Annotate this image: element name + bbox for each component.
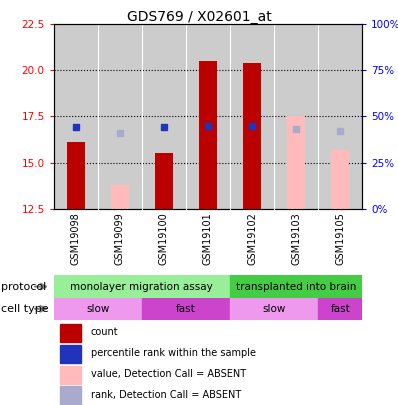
Bar bbox=[230, 275, 362, 298]
Bar bbox=[243, 63, 261, 209]
Text: slow: slow bbox=[262, 304, 286, 314]
Text: GSM19098: GSM19098 bbox=[71, 212, 81, 264]
Text: cell type: cell type bbox=[1, 304, 49, 314]
Bar bbox=[230, 298, 318, 320]
Text: fast: fast bbox=[176, 304, 196, 314]
Bar bbox=[60, 366, 82, 384]
Text: GSM19105: GSM19105 bbox=[335, 212, 345, 265]
Text: GDS769 / X02601_at: GDS769 / X02601_at bbox=[127, 10, 271, 24]
Text: count: count bbox=[91, 327, 118, 337]
Text: GSM19099: GSM19099 bbox=[115, 212, 125, 264]
Text: GSM19102: GSM19102 bbox=[247, 212, 257, 265]
Text: transplanted into brain: transplanted into brain bbox=[236, 281, 356, 292]
Bar bbox=[60, 324, 82, 342]
Text: GSM19103: GSM19103 bbox=[291, 212, 301, 264]
Bar bbox=[199, 61, 217, 209]
Text: value, Detection Call = ABSENT: value, Detection Call = ABSENT bbox=[91, 369, 246, 379]
Text: rank, Detection Call = ABSENT: rank, Detection Call = ABSENT bbox=[91, 390, 241, 400]
Bar bbox=[67, 142, 85, 209]
Bar bbox=[287, 117, 305, 209]
Bar bbox=[331, 149, 349, 209]
Bar bbox=[111, 185, 129, 209]
Text: protocol: protocol bbox=[1, 281, 46, 292]
Text: monolayer migration assay: monolayer migration assay bbox=[70, 281, 213, 292]
Bar bbox=[60, 345, 82, 363]
Text: slow: slow bbox=[86, 304, 109, 314]
Text: GSM19100: GSM19100 bbox=[159, 212, 169, 264]
Text: percentile rank within the sample: percentile rank within the sample bbox=[91, 348, 256, 358]
Bar bbox=[155, 153, 173, 209]
Bar bbox=[142, 298, 230, 320]
Bar bbox=[60, 386, 82, 405]
Text: fast: fast bbox=[330, 304, 350, 314]
Text: GSM19101: GSM19101 bbox=[203, 212, 213, 264]
Bar bbox=[54, 275, 230, 298]
Bar bbox=[54, 298, 142, 320]
Bar bbox=[318, 298, 362, 320]
